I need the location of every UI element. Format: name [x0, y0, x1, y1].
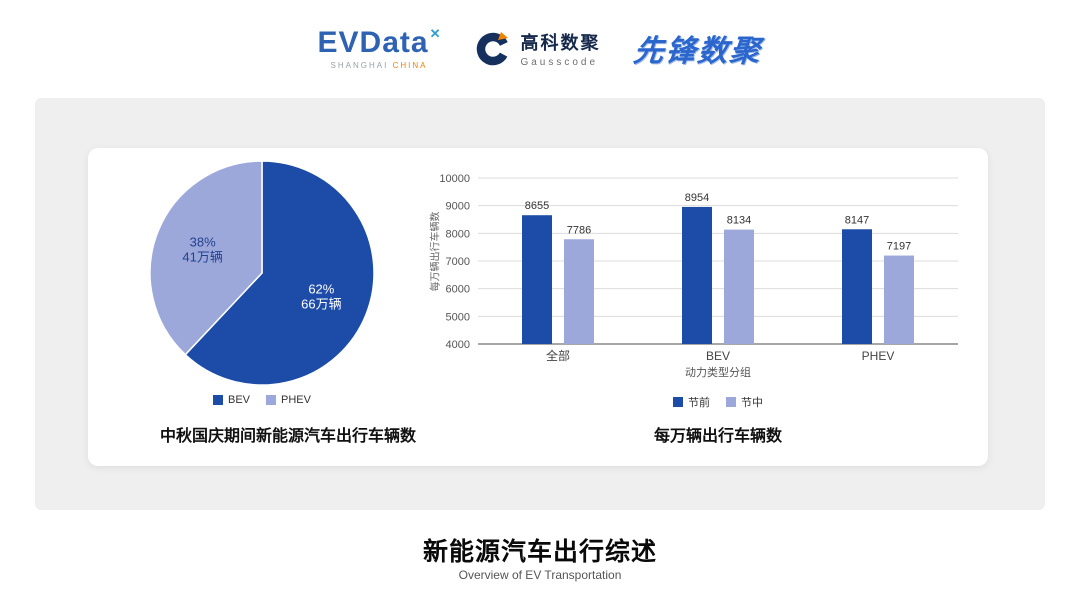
pie-chart-title: 中秋国庆期间新能源汽车出行车辆数: [159, 428, 416, 445]
header-logos: EVData✕ SHANGHAI CHINA 高科数聚 Gausscode 先锋…: [0, 26, 1080, 70]
legend-item-pre-holiday: 节前: [673, 394, 710, 410]
evdata-wordmark: EVData: [317, 26, 429, 59]
svg-text:4000: 4000: [446, 339, 470, 351]
bar-x-axis-label: 动力类型分组: [685, 367, 751, 379]
legend-item-bev: BEV: [213, 394, 250, 406]
content-panel: 62% 66万辆 38% 41万辆 BEV PHEV 中秋国庆期间新能源汽车出行车辆数…: [35, 98, 1045, 510]
svg-text:PHEV: PHEV: [862, 349, 895, 363]
legend-label-mid-holiday: 节中: [741, 397, 763, 409]
svg-text:7786: 7786: [567, 224, 591, 236]
svg-text:7000: 7000: [446, 256, 470, 268]
legend-label-bev: BEV: [228, 394, 251, 406]
svg-text:10000: 10000: [439, 173, 470, 185]
svg-text:62%66万辆: 62% 66万辆: [301, 282, 341, 312]
svg-text:8134: 8134: [727, 215, 751, 227]
gausscode-name-cn: 高科数聚: [520, 32, 601, 53]
legend-swatch-phev: [266, 395, 277, 405]
svg-text:7197: 7197: [887, 241, 911, 253]
gausscode-text: 高科数聚 Gausscode: [520, 29, 600, 68]
svg-text:5000: 5000: [446, 311, 470, 323]
bar-chart-title: 每万辆出行车辆数: [653, 428, 782, 445]
legend-item-phev: PHEV: [266, 394, 311, 406]
svg-text:38%41万辆: 38% 41万辆: [182, 234, 222, 264]
svg-text:8147: 8147: [845, 214, 869, 226]
gausscode-ring-icon: [477, 32, 510, 66]
evdata-subtext-china: CHINA: [392, 61, 428, 70]
legend-label-pre-holiday: 节前: [688, 397, 710, 409]
gausscode-name-en: Gausscode: [520, 56, 599, 68]
bar-legend: 节前 节中: [538, 394, 898, 410]
page-subtitle: Overview of EV Transportation: [458, 568, 622, 582]
pie-legend: BEV PHEV: [147, 394, 377, 406]
svg-text:6000: 6000: [446, 284, 470, 296]
charts-card: 62% 66万辆 38% 41万辆 BEV PHEV 中秋国庆期间新能源汽车出行车辆数…: [88, 148, 988, 466]
svg-text:8000: 8000: [446, 228, 470, 240]
svg-text:全部: 全部: [546, 348, 570, 363]
gausscode-logo: 高科数聚 Gausscode: [474, 29, 600, 68]
svg-text:BEV: BEV: [706, 349, 730, 363]
legend-swatch-pre-holiday: [673, 397, 683, 407]
evdata-subtext-shanghai: SHANGHAI: [330, 61, 389, 70]
pioneer-logo: 先锋数聚: [632, 35, 764, 68]
svg-text:9000: 9000: [446, 201, 470, 213]
svg-text:8954: 8954: [685, 192, 709, 204]
pie-chart: 62% 66万辆 38% 41万辆: [149, 160, 375, 386]
bar-chart: 4000 5000 6000 7000 8000 9000 10000 全部 8655 7786 B…: [439, 173, 958, 363]
legend-swatch-mid-holiday: [726, 397, 736, 407]
page-title: 新能源汽车出行综述: [422, 538, 657, 566]
legend-item-mid-holiday: 节中: [726, 394, 763, 410]
legend-swatch-bev: [213, 395, 223, 405]
legend-label-phev: PHEV: [281, 394, 311, 406]
evdata-logo: EVData✕ SHANGHAI CHINA: [318, 26, 441, 70]
svg-text:8655: 8655: [525, 200, 549, 212]
evdata-x-icon: ✕: [429, 26, 441, 41]
evdata-subtext: SHANGHAI CHINA: [318, 61, 441, 70]
